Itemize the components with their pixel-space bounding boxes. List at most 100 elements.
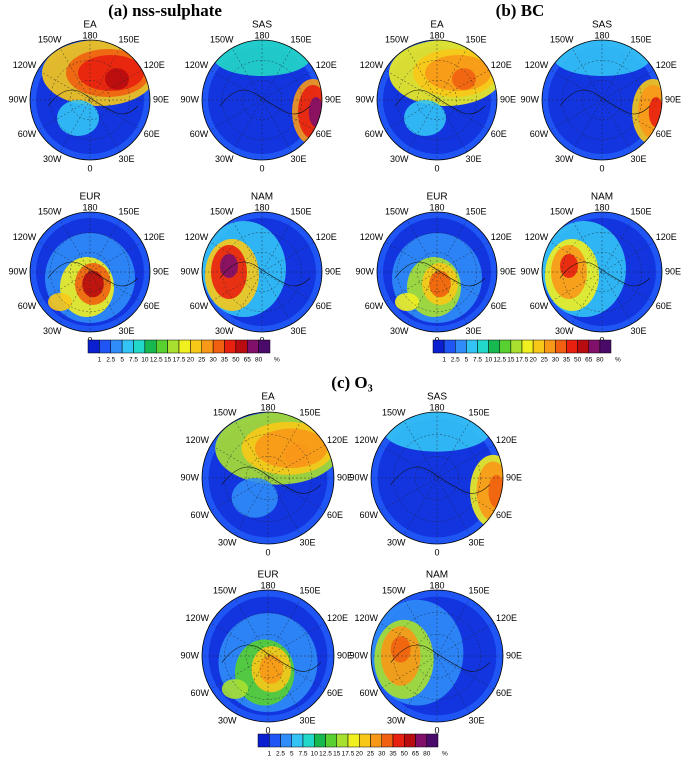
longitude-label: 150E: [119, 207, 140, 217]
longitude-label: 60E: [491, 129, 507, 139]
longitude-label: 120E: [496, 613, 517, 623]
concentration-region: [404, 100, 446, 136]
colorbar-box: [257, 733, 270, 748]
concentration-region: [284, 443, 311, 467]
polar-map: [202, 212, 322, 332]
longitude-label: 90W: [180, 94, 199, 104]
longitude-label: 90E: [500, 94, 516, 104]
region-label: SAS: [592, 20, 612, 31]
colorbar-label: 80: [423, 751, 431, 758]
colorbar-box: [258, 339, 271, 354]
region-label: EUR: [79, 192, 100, 203]
longitude-label: 120W: [355, 435, 379, 445]
longitude-label: 120E: [327, 613, 348, 623]
colorbar-label: 10: [311, 751, 319, 758]
longitude-label: 0: [434, 725, 439, 735]
colorbar-label: 12.5: [150, 357, 163, 364]
longitude-label: 30W: [218, 715, 237, 725]
colorbar-box: [510, 339, 523, 354]
colorbar-box: [426, 733, 439, 748]
colorbar-label: 35: [221, 357, 229, 364]
longitude-label: 60W: [191, 510, 210, 520]
colorbar-label: 25: [541, 357, 549, 364]
longitude-label: 180: [254, 202, 269, 212]
longitude-label: 90W: [355, 266, 374, 276]
longitude-label: 90W: [349, 650, 368, 660]
map-border: [201, 589, 335, 723]
colorbar-box: [555, 339, 567, 354]
longitude-label: 90E: [153, 266, 169, 276]
longitude-label: 180: [594, 202, 609, 212]
coastline: [219, 261, 311, 287]
longitude-label: 30W: [390, 154, 409, 164]
colorbar-box: [566, 339, 578, 354]
longitude-label: 150E: [119, 35, 140, 45]
colorbar-label: 5: [120, 357, 124, 364]
longitude-label: 120W: [185, 232, 209, 242]
map-border: [201, 211, 323, 333]
longitude-label: 150E: [469, 407, 490, 417]
longitude-label: 150W: [38, 207, 62, 217]
region-label: EA: [430, 20, 444, 31]
longitude-label: 60E: [656, 129, 672, 139]
colorbar-label: 80: [255, 357, 263, 364]
concentration-region: [395, 293, 419, 311]
colorbar-box: [291, 733, 304, 748]
colorbar-label: 65: [585, 357, 593, 364]
colorbar-label: 1: [442, 357, 446, 364]
meridian: [231, 47, 293, 153]
longitude-label: 30W: [215, 154, 234, 164]
longitude-label: 180: [429, 30, 444, 40]
colorbar-box: [544, 339, 556, 354]
colorbar-box: [466, 339, 478, 354]
colorbar-box: [521, 339, 534, 354]
map-border: [201, 411, 335, 545]
meridian: [403, 420, 471, 536]
colorbar-label: 30: [378, 751, 386, 758]
colorbar-box: [370, 733, 382, 748]
colorbar-label: 17.5: [516, 357, 529, 364]
longitude-label: 150W: [385, 207, 409, 217]
longitude-label: 30E: [291, 154, 307, 164]
longitude-label: 180: [594, 30, 609, 40]
longitude-label: 30W: [387, 537, 406, 547]
coastline: [390, 644, 491, 672]
longitude-label: 150W: [382, 407, 406, 417]
colorbar-label: 65: [412, 751, 420, 758]
longitude-label: 120W: [525, 232, 549, 242]
longitude-label: 90E: [506, 650, 522, 660]
colorbar-label: 30: [552, 357, 560, 364]
colorbar-box: [235, 339, 248, 354]
longitude-label: 60E: [316, 301, 332, 311]
meridian: [406, 219, 468, 325]
concentration-region: [231, 478, 278, 518]
longitude-label: 60W: [530, 301, 549, 311]
longitude-label: 120E: [656, 232, 677, 242]
longitude-label: 30W: [555, 154, 574, 164]
colorbar-box: [280, 733, 292, 748]
colorbar-label: 7.5: [473, 357, 482, 364]
colorbar-label: 1: [267, 751, 271, 758]
longitude-label: 150E: [291, 207, 312, 217]
colorbar-box: [432, 339, 445, 354]
longitude-label: 120W: [525, 60, 549, 70]
coastline: [559, 89, 651, 115]
colorbar-box: [87, 339, 100, 354]
longitude-label: 90W: [355, 94, 374, 104]
longitude-label: 90W: [8, 94, 27, 104]
polar-map: [371, 412, 503, 544]
longitude-label: 30E: [469, 715, 485, 725]
longitude-label: 150E: [466, 207, 487, 217]
longitude-label: 30W: [218, 537, 237, 547]
longitude-label: 60W: [365, 129, 384, 139]
polar-map: [202, 40, 322, 160]
longitude-label: 180: [260, 580, 275, 590]
map-border: [376, 39, 498, 161]
meridian: [571, 219, 633, 325]
colorbar-label: 50: [401, 751, 409, 758]
longitude-label: 180: [429, 202, 444, 212]
longitude-label: 180: [82, 30, 97, 40]
longitude-label: 30W: [387, 715, 406, 725]
map-border: [29, 39, 151, 161]
colorbar-unit: %: [442, 751, 448, 758]
